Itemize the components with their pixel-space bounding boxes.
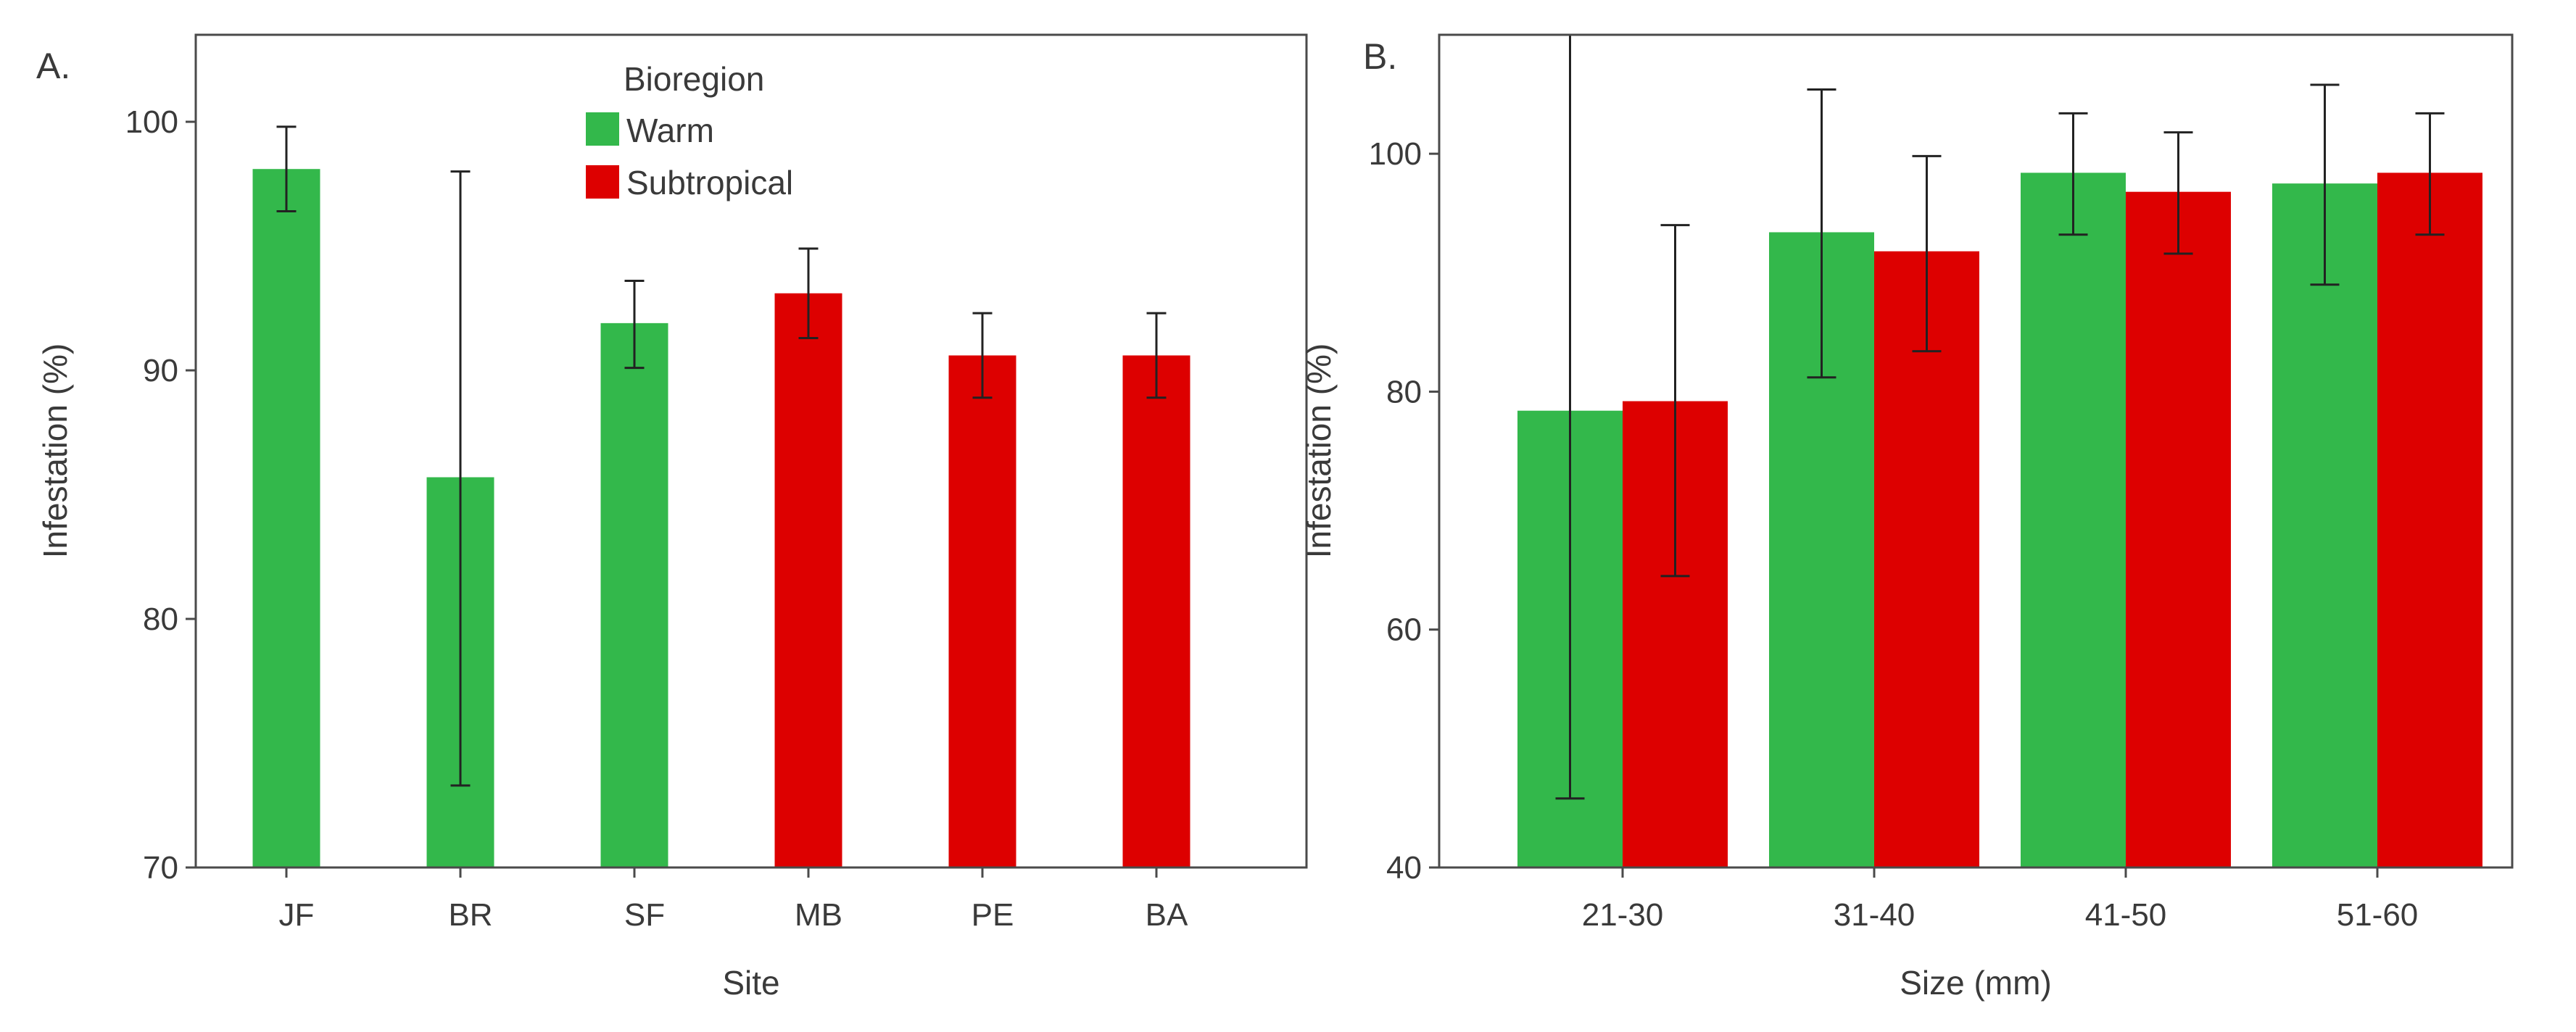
panel-a-error-bar-sf bbox=[624, 280, 645, 370]
panel-b-y-tick-label-80: 80 bbox=[1386, 374, 1422, 409]
panel-b-x-tick-label-31-40: 31-40 bbox=[1834, 897, 1916, 933]
panel-b-error-bar-subtropical-51-60 bbox=[2415, 112, 2445, 236]
panel-a-x-tick-label-mb: MB bbox=[795, 897, 842, 933]
panel-a-label: A. bbox=[36, 46, 70, 86]
legend-swatch-warm bbox=[586, 112, 619, 146]
panel-b-bar-subtropical-41-50 bbox=[2126, 191, 2231, 867]
panel-a-error-bar-jf bbox=[276, 125, 297, 213]
panel-b-plot-frame bbox=[1438, 33, 2514, 869]
panel-a: A. 70 80 90 100 JF BR SF MB PE BA Infestation (%… bbox=[36, 33, 1308, 1002]
panel-a-error-bars bbox=[276, 125, 1167, 787]
panel-b-x-axis-title: Size (mm) bbox=[1900, 964, 2052, 1002]
panel-a-x-tick-label-ba: BA bbox=[1146, 897, 1188, 933]
panel-b-y-axis: 40 60 80 100 bbox=[1369, 136, 1439, 886]
legend-label-warm: Warm bbox=[626, 112, 714, 149]
panel-b-y-tick-label-40: 40 bbox=[1386, 850, 1422, 886]
panel-b-error-bar-warm-31-40 bbox=[1807, 88, 1836, 379]
panel-b-error-bar-subtropical-21-30 bbox=[1660, 224, 1690, 578]
panel-a-y-tick-label-90: 90 bbox=[143, 353, 178, 388]
panel-a-bar-pe bbox=[948, 355, 1016, 867]
panel-a-x-tick-label-sf: SF bbox=[624, 897, 665, 933]
panel-b-x-tick-label-41-50: 41-50 bbox=[2085, 897, 2167, 933]
panel-a-error-bar-pe bbox=[972, 312, 993, 399]
panel-a-bar-jf bbox=[252, 169, 320, 868]
legend-swatch-subtropical bbox=[586, 165, 619, 199]
panel-b-x-axis: 21-30 31-40 41-50 51-60 bbox=[1582, 867, 2419, 933]
panel-a-y-axis-title: Infestation (%) bbox=[36, 344, 74, 559]
panel-b-error-bar-subtropical-41-50 bbox=[2163, 131, 2193, 255]
panel-b-error-bar-subtropical-31-40 bbox=[1912, 154, 1942, 353]
panel-a-y-tick-label-100: 100 bbox=[125, 104, 178, 140]
panel-b-error-bars bbox=[1555, 33, 2445, 800]
legend-label-subtropical: Subtropical bbox=[626, 164, 793, 201]
panel-b-bar-subtropical-31-40 bbox=[1874, 251, 1979, 867]
panel-a-x-axis-title: Site bbox=[722, 964, 779, 1002]
panel-a-x-tick-label-jf: JF bbox=[279, 897, 315, 933]
panel-b-x-tick-label-21-30: 21-30 bbox=[1582, 897, 1664, 933]
panel-b-y-axis-title: Infestation (%) bbox=[1300, 344, 1338, 559]
panel-a-x-tick-label-pe: PE bbox=[972, 897, 1014, 933]
panel-a-bars bbox=[252, 169, 1190, 868]
panel-a-plot-frame bbox=[194, 33, 1308, 869]
panel-b-y-tick-label-100: 100 bbox=[1369, 136, 1422, 172]
panel-a-bar-sf bbox=[600, 322, 668, 868]
panel-b-bar-subtropical-51-60 bbox=[2377, 172, 2482, 868]
panel-a-error-bar-br bbox=[450, 170, 471, 787]
panel-b-bar-warm-41-50 bbox=[2021, 172, 2126, 868]
panel-a-bar-ba bbox=[1122, 355, 1190, 867]
panel-b-bar-warm-51-60 bbox=[2272, 183, 2377, 867]
panel-b-label: B. bbox=[1363, 36, 1397, 77]
legend: Bioregion Warm Subtropical bbox=[586, 60, 793, 201]
panel-a-x-axis: JF BR SF MB PE BA bbox=[279, 867, 1188, 933]
panel-a-error-bar-ba bbox=[1146, 312, 1167, 399]
panel-a-y-tick-label-80: 80 bbox=[143, 602, 178, 637]
panel-a-error-bar-mb bbox=[798, 247, 819, 339]
panel-a-x-tick-label-br: BR bbox=[448, 897, 492, 933]
panel-b-error-bar-warm-51-60 bbox=[2310, 83, 2340, 286]
panel-b-x-tick-label-51-60: 51-60 bbox=[2337, 897, 2419, 933]
panel-a-y-axis: 70 80 90 100 bbox=[125, 104, 196, 886]
legend-title: Bioregion bbox=[624, 60, 764, 98]
panel-a-y-tick-label-70: 70 bbox=[143, 850, 178, 886]
panel-b-y-tick-label-60: 60 bbox=[1386, 612, 1422, 648]
panel-b: B. 40 60 80 100 21-30 31-40 41-50 51-60 Infest… bbox=[1300, 33, 2514, 1002]
panel-a-bar-mb bbox=[774, 293, 842, 867]
panel-b-error-bar-warm-41-50 bbox=[2058, 112, 2088, 236]
panel-b-bars bbox=[1517, 172, 2482, 868]
